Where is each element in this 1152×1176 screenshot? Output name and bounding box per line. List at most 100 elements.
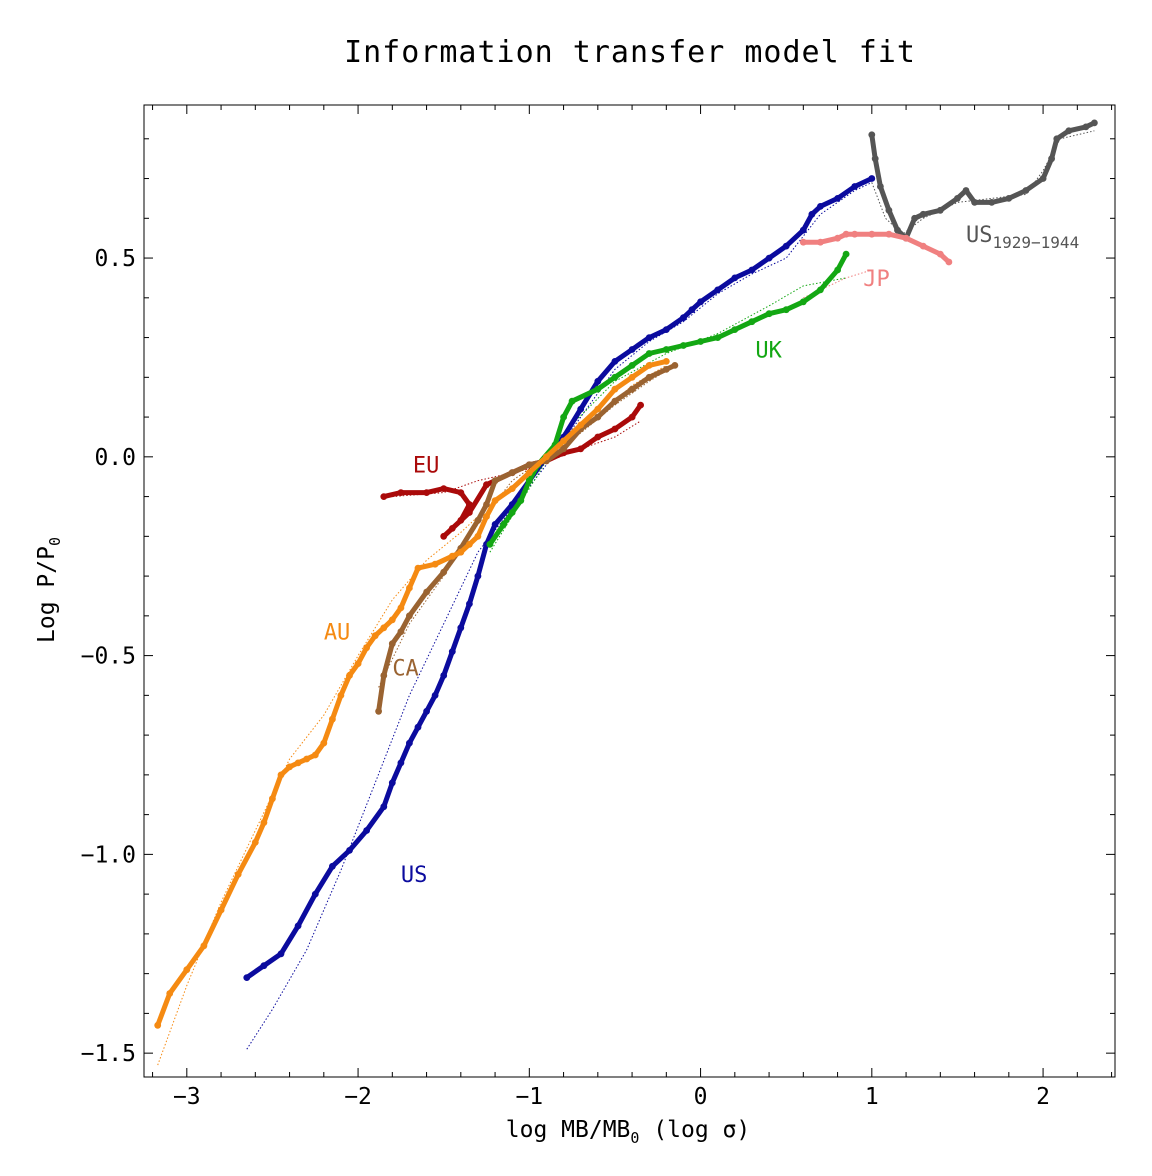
data-point-us	[311, 890, 319, 898]
data-point-us-1929-1944	[1022, 187, 1030, 194]
data-point-au	[346, 672, 353, 679]
fit-line-us-1929-1944	[871, 130, 1095, 235]
data-point-au	[277, 771, 285, 779]
data-point-au	[154, 1021, 162, 1029]
series-label-us: US	[401, 863, 428, 888]
series-label-jp: JP	[863, 267, 890, 292]
data-point-au	[662, 358, 670, 365]
data-point-us	[457, 624, 465, 632]
y-tick-label: −1.0	[81, 842, 136, 868]
data-point-us	[834, 195, 841, 202]
axis-ticks: −3 −2 −1 0 1 2 0.5 0.0 −0.5 −1.0 −1.5	[81, 105, 1115, 1110]
data-point-eu	[380, 493, 388, 500]
data-point-au	[294, 759, 302, 767]
data-point-au	[577, 421, 585, 429]
fit-line-eu	[392, 420, 641, 498]
series-label-uk: UK	[755, 338, 782, 363]
data-point-jp	[885, 230, 893, 238]
data-point-us-1929-1944	[1039, 175, 1047, 182]
data-point-jp	[842, 230, 850, 238]
data-point-au	[354, 660, 362, 667]
data-point-au	[508, 485, 516, 492]
data-point-uk	[697, 338, 704, 345]
data-point-us	[440, 672, 448, 679]
data-point-au	[311, 751, 319, 759]
data-point-us-1929-1944	[868, 131, 876, 139]
data-point-us-1929-1944	[1005, 195, 1013, 202]
data-point-ca	[397, 628, 405, 636]
data-point-ca	[491, 477, 499, 485]
data-point-us	[474, 572, 482, 580]
data-point-uk	[628, 362, 636, 369]
data-point-uk	[731, 326, 739, 333]
fit-line-ca	[378, 364, 676, 688]
data-point-jp	[936, 250, 944, 258]
data-point-eu	[594, 433, 602, 441]
data-point-uk	[500, 521, 507, 528]
series-trace-us	[244, 176, 875, 981]
data-point-us	[714, 286, 722, 294]
data-point-jp	[817, 238, 824, 246]
y-tick-label: −0.5	[81, 644, 136, 670]
data-point-ca	[483, 501, 490, 508]
data-point-us	[594, 377, 602, 385]
data-point-au	[406, 584, 413, 592]
x-axis-label: log MB/MB0 (log σ)	[506, 1117, 750, 1147]
data-point-au	[457, 548, 465, 556]
data-point-us-1929-1944	[919, 210, 927, 218]
data-point-eu	[483, 481, 490, 489]
data-point-uk	[645, 350, 653, 357]
data-point-ca	[388, 640, 396, 648]
data-point-au	[431, 560, 439, 568]
data-point-uk	[594, 385, 602, 393]
data-point-jp	[945, 258, 953, 266]
data-point-uk	[560, 413, 567, 421]
x-tick-label: −1	[515, 1084, 543, 1110]
data-point-au	[645, 362, 653, 369]
data-point-au	[543, 453, 550, 461]
data-point-au	[329, 715, 336, 723]
data-point-eu	[440, 532, 448, 540]
data-point-uk	[680, 342, 687, 349]
data-point-au	[363, 644, 370, 652]
data-point-uk	[817, 286, 824, 294]
data-point-au	[628, 373, 636, 381]
data-point-us-1929-1944	[1065, 127, 1073, 135]
data-point-au	[380, 624, 388, 632]
series-label-us-1929-1944: US1929−1944	[966, 223, 1079, 252]
data-point-au	[594, 405, 602, 413]
series-trace-us-1929-1944	[869, 120, 1097, 241]
data-point-jp	[868, 230, 876, 238]
data-point-ca	[474, 517, 482, 524]
data-point-us-1929-1944	[911, 214, 918, 222]
series-label-ca: CA	[392, 656, 419, 681]
series-trace-jp	[800, 231, 952, 265]
data-point-us-1929-1944	[894, 226, 901, 234]
data-point-eu	[423, 489, 430, 496]
data-point-ca	[594, 413, 602, 421]
x-tick-label: 2	[1036, 1084, 1050, 1110]
data-point-uk	[765, 310, 773, 318]
data-point-au	[611, 385, 619, 393]
series-label-au: AU	[324, 621, 351, 646]
data-point-uk	[834, 266, 841, 274]
data-point-us-1929-1944	[954, 195, 961, 202]
data-point-eu	[448, 525, 456, 532]
series-label-eu: EU	[413, 454, 440, 479]
data-point-eu	[457, 489, 465, 496]
data-point-ca	[406, 612, 413, 620]
data-point-au	[337, 692, 345, 699]
data-point-us	[277, 950, 285, 958]
y-tick-label: −1.5	[81, 1041, 136, 1067]
data-point-au	[200, 942, 208, 950]
data-point-us	[808, 210, 816, 218]
data-point-uk	[782, 306, 790, 314]
data-point-eu	[466, 501, 473, 508]
series-labels: US US1929−1944 JP UK EU CA AU	[324, 223, 1079, 888]
data-point-us	[731, 274, 739, 282]
data-point-jp	[919, 242, 927, 250]
data-point-uk	[486, 540, 494, 548]
data-point-us	[380, 803, 388, 811]
fit-line-uk	[489, 277, 847, 553]
data-point-au	[303, 755, 311, 763]
